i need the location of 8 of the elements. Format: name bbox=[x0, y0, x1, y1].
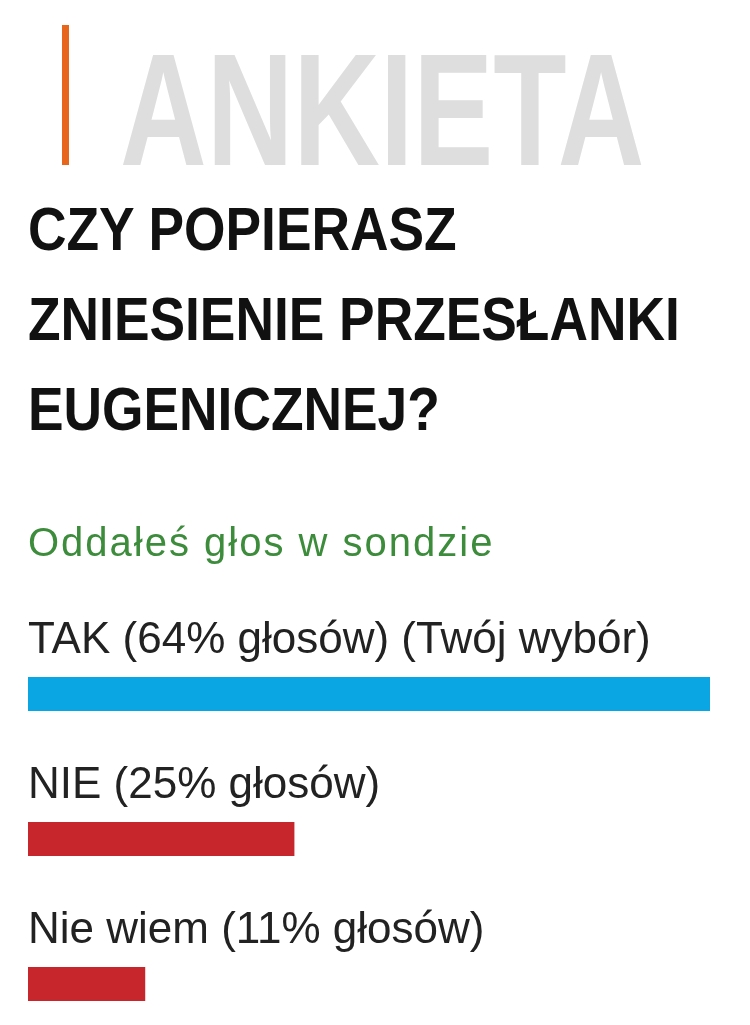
chart-title: CZY POPIERASZ ZNIESIENIE PRZESŁANKI EUGENICZNEJ? bbox=[28, 193, 681, 445]
y-tick-label: TAK bbox=[28, 613, 111, 662]
data-label: (25% głosów) bbox=[113, 758, 381, 807]
data-label: (64% głosów) (Twój wybór) bbox=[122, 613, 651, 662]
y-tick-label: Nie wiem bbox=[28, 903, 209, 952]
data-label: (11% głosów) bbox=[221, 903, 485, 952]
y-tick-label: NIE bbox=[28, 758, 102, 807]
chart-subtitle: Oddałeś głos w sondzie bbox=[28, 520, 495, 564]
